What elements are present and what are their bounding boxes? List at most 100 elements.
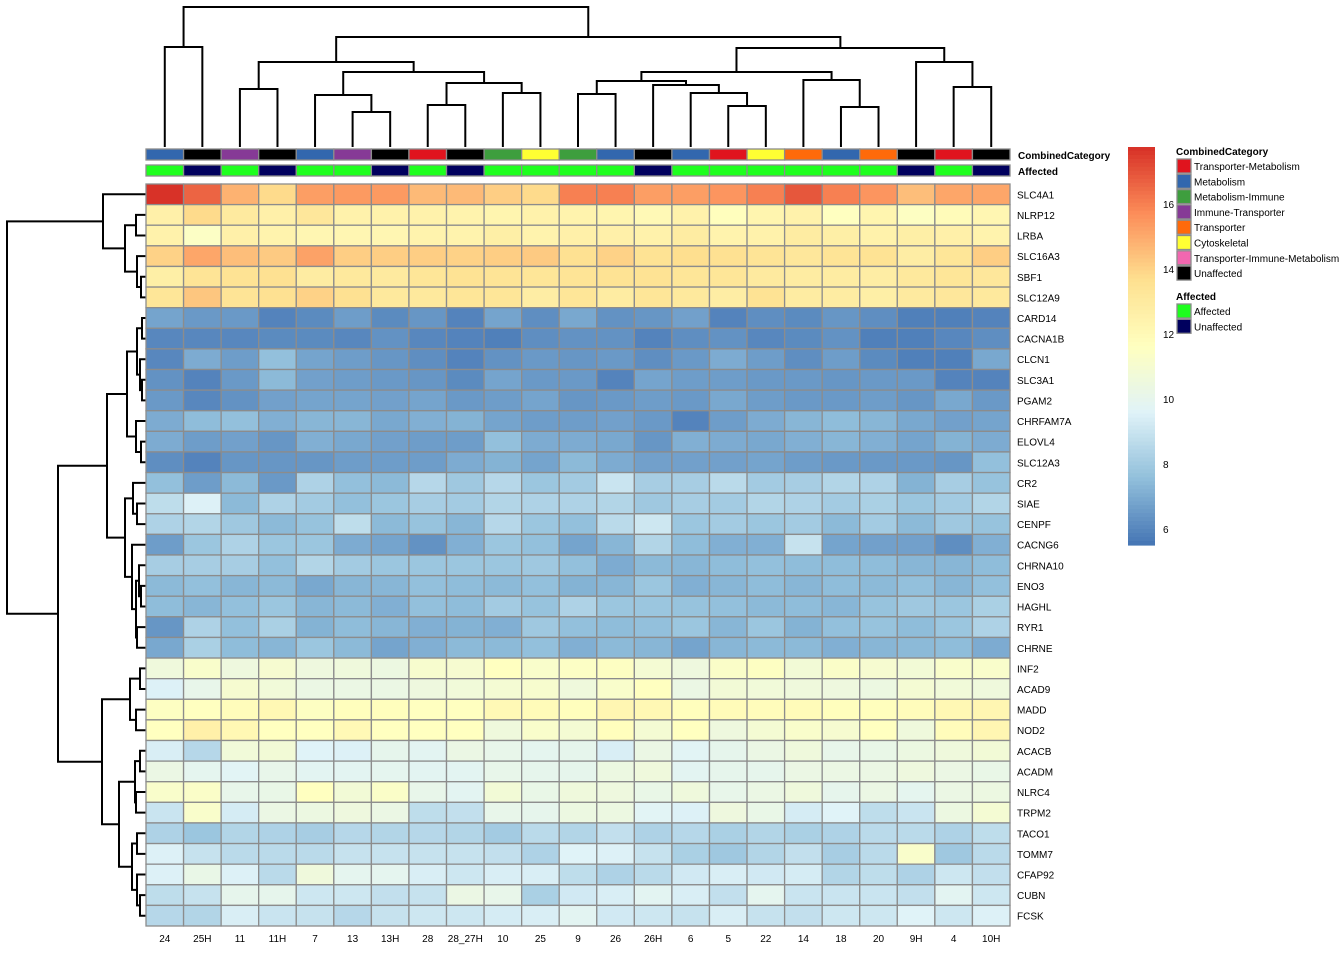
heatmap-cell: [145, 719, 185, 742]
heatmap-cell: [596, 760, 635, 783]
heatmap-cell: [182, 574, 222, 597]
column-labels: 24 25H 11 11H 7 13 13H 28 28_27H 10 25 9 26 26H 6 5 22 14…: [159, 934, 1000, 945]
dendrogram-branch: [139, 749, 146, 773]
heatmap-cell: [258, 616, 297, 639]
category-annotation-label: CombinedCategory: [1018, 151, 1111, 162]
heatmap-cell: [558, 636, 598, 659]
colorbar-segment: [1128, 529, 1155, 534]
row-label: SIAE: [1017, 499, 1040, 510]
heatmap-cell: [596, 348, 635, 371]
heatmap-cell: [558, 657, 598, 680]
category-annotation-cell: [182, 148, 222, 161]
heatmap-cell: [633, 265, 673, 288]
heatmap-cell: [783, 884, 823, 907]
heatmap-cell: [295, 616, 335, 639]
heatmap-cell: [521, 492, 560, 515]
heatmap-cell: [483, 307, 523, 329]
heatmap-cell: [145, 678, 185, 700]
category-annotation-cell: [859, 148, 898, 161]
heatmap-cell: [295, 286, 335, 309]
heatmap-cell: [859, 451, 898, 474]
heatmap-cell: [821, 183, 861, 206]
heatmap-cell: [445, 698, 485, 721]
heatmap-cell: [821, 739, 861, 762]
heatmap-cell: [671, 471, 711, 494]
heatmap-cell: [671, 327, 711, 350]
row-label: NOD2: [1017, 726, 1045, 737]
heatmap-cell: [708, 430, 748, 453]
heatmap-cell: [708, 822, 748, 845]
heatmap-cell: [821, 513, 861, 536]
heatmap-cell: [971, 554, 1011, 577]
heatmap-cell: [746, 616, 786, 639]
heatmap-cell: [896, 203, 936, 226]
heatmap-cell: [370, 678, 410, 700]
heatmap-cell: [708, 904, 748, 927]
heatmap-cell: [145, 739, 185, 762]
heatmap-cell: [821, 389, 861, 412]
heatmap-cell: [859, 471, 898, 494]
colorbar-segment: [1128, 194, 1155, 200]
heatmap-cell: [483, 884, 523, 907]
row-label: ACADM: [1017, 767, 1053, 778]
heatmap-cell: [596, 739, 635, 762]
column-label: 10: [497, 934, 509, 945]
heatmap-cell: [708, 719, 748, 742]
heatmap-cell: [596, 368, 635, 391]
heatmap-cell: [558, 286, 598, 309]
heatmap-cell: [370, 451, 410, 474]
heatmap-cell: [783, 224, 823, 247]
heatmap-cell: [220, 203, 260, 226]
row-label: ACAD9: [1017, 685, 1051, 696]
heatmap-cell: [934, 678, 974, 700]
heatmap-cell: [370, 657, 410, 680]
affected-legend-label: Unaffected: [1194, 322, 1242, 333]
heatmap-cell: [408, 203, 448, 226]
heatmap-cell: [220, 410, 260, 432]
column-label: 5: [725, 934, 731, 945]
colorbar-segment: [1128, 369, 1155, 375]
heatmap-cell: [220, 224, 260, 247]
heatmap-cell: [220, 183, 260, 206]
heatmap-cell: [521, 224, 560, 247]
heatmap-cell: [596, 801, 635, 824]
heatmap-cell: [295, 492, 335, 515]
heatmap-cell: [896, 451, 936, 474]
colorbar-segment: [1128, 521, 1155, 526]
heatmap-cell: [971, 348, 1011, 371]
heatmap-cell: [783, 327, 823, 350]
heatmap-cell: [295, 265, 335, 288]
heatmap-cell: [521, 698, 560, 721]
heatmap-cell: [596, 822, 635, 845]
heatmap-cell: [633, 574, 673, 597]
heatmap-cell: [859, 595, 898, 618]
heatmap-cell: [708, 574, 748, 597]
heatmap-cell: [558, 368, 598, 391]
row-label: SBF1: [1017, 273, 1042, 284]
heatmap-cell: [671, 203, 711, 226]
row-label: PGAM2: [1017, 396, 1052, 407]
heatmap-cell: [896, 863, 936, 886]
heatmap-cell: [746, 595, 786, 618]
heatmap-cell: [746, 492, 786, 515]
heatmap-cell: [445, 203, 485, 226]
colorbar-segment: [1128, 429, 1155, 435]
colorbar-segment: [1128, 381, 1155, 387]
heatmap-cell: [783, 203, 823, 226]
heatmap-cell: [671, 760, 711, 783]
heatmap-cell: [746, 719, 786, 742]
heatmap-cell: [521, 884, 560, 907]
heatmap-cell: [220, 492, 260, 515]
heatmap-cell: [145, 203, 185, 226]
colorbar-segment: [1128, 461, 1155, 466]
heatmap-cell: [633, 307, 673, 329]
heatmap-cell: [558, 863, 598, 886]
affected-annotation-cell: [220, 164, 260, 177]
heatmap-cell: [783, 801, 823, 824]
heatmap-cell: [783, 348, 823, 371]
heatmap-cell: [596, 884, 635, 907]
heatmap-cell: [220, 307, 260, 329]
heatmap-cell: [671, 348, 711, 371]
heatmap-cell: [182, 884, 222, 907]
heatmap-cell: [859, 245, 898, 268]
